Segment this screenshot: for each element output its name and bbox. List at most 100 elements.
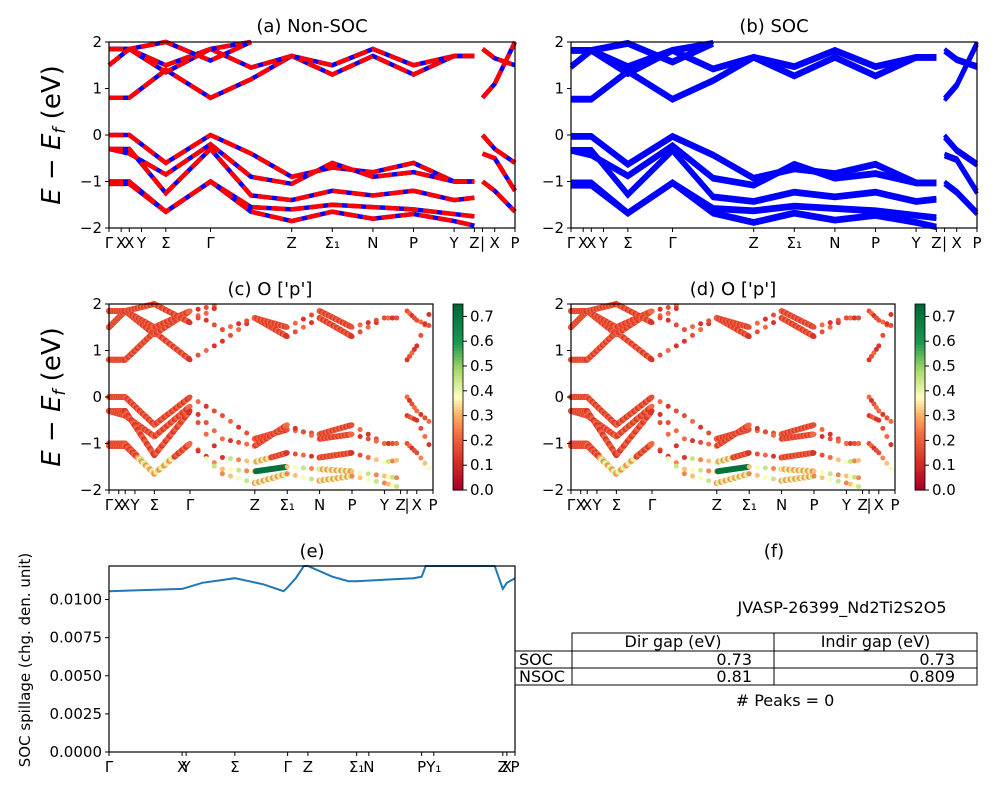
ytick-label: −2	[80, 219, 102, 237]
projected-point	[873, 404, 879, 410]
projected-point	[819, 452, 825, 458]
projected-point	[657, 411, 663, 417]
band-line	[570, 141, 937, 186]
projected-point	[852, 315, 857, 321]
projected-point	[385, 459, 391, 465]
projected-point	[390, 458, 395, 464]
colorbar-segment	[915, 387, 925, 392]
colorbar-segment	[915, 431, 925, 435]
xtick-label: Y	[129, 496, 140, 514]
colorbar-tick-label: 0.6	[470, 332, 494, 350]
band-line-split	[571, 135, 937, 187]
projected-point	[665, 420, 671, 426]
projected-point	[811, 473, 817, 479]
projected-point	[219, 413, 225, 419]
ytick-label: 0.0025	[50, 705, 103, 723]
projected-point	[698, 424, 704, 430]
table-row-label: SOC	[519, 650, 553, 669]
colorbar-segment	[915, 353, 925, 358]
projected-point	[665, 310, 671, 316]
projected-point	[852, 441, 857, 446]
gap-table: Dir gap (eV) Indir gap (eV) SOC 0.73 0.73 NSO…	[514, 632, 978, 686]
projected-point	[880, 319, 886, 325]
panel-a-yticks: −2 −1 0 1 2	[80, 33, 109, 237]
band-ylabel-top: E − Ef (eV)	[37, 65, 70, 205]
projected-point	[236, 321, 242, 327]
ytick-label: −2	[542, 219, 564, 237]
projected-point	[847, 441, 853, 446]
xtick-label: N	[776, 496, 787, 514]
xtick-label: P	[417, 758, 426, 776]
ytick-label: −1	[542, 173, 564, 191]
xtick-label: |	[405, 496, 410, 514]
projected-point	[292, 320, 298, 326]
colorbar-segment	[915, 474, 925, 479]
table-cell: 0.809	[909, 667, 955, 686]
xtick-label: Y	[379, 496, 390, 514]
projected-point	[835, 478, 841, 484]
colorbar-segment	[453, 390, 463, 395]
projected-point	[195, 420, 201, 426]
xtick-label: Z	[857, 496, 867, 514]
xtick-label: Y	[911, 234, 922, 252]
projected-point	[869, 353, 875, 359]
projected-point	[665, 456, 671, 462]
projected-point	[422, 434, 428, 440]
colorbar-tick-label: 0.7	[470, 307, 494, 325]
xtick-label: Σ₁	[279, 496, 295, 514]
colorbar-tick-label: 0.7	[932, 307, 956, 325]
projected-point	[819, 475, 825, 481]
projected-point	[762, 429, 768, 435]
xtick-label: Σ₁	[787, 234, 803, 252]
projected-point	[649, 441, 655, 446]
colorbar-segment	[453, 341, 463, 345]
projected-point	[414, 450, 420, 456]
projected-point	[852, 482, 857, 488]
band-line-red	[481, 47, 516, 68]
colorbar-segment	[915, 304, 925, 308]
projected-point	[819, 329, 825, 335]
xtick-label: X	[952, 234, 962, 252]
ytick-label: −1	[80, 173, 102, 191]
projected-point	[876, 317, 882, 323]
colorbar-segment	[453, 437, 463, 441]
colorbar-segment	[453, 375, 463, 379]
band-line-split	[571, 49, 937, 78]
projected-point	[203, 456, 209, 462]
colorbar-segment	[915, 359, 925, 364]
projected-point	[754, 425, 760, 431]
projected-point	[888, 311, 894, 317]
projected-point	[856, 475, 862, 481]
projected-point	[292, 464, 298, 470]
projected-point	[211, 408, 217, 414]
projected-point	[852, 458, 857, 464]
projected-point	[819, 470, 825, 476]
projected-point	[690, 467, 695, 473]
projected-point	[187, 408, 193, 414]
colorbar-segment	[453, 381, 463, 386]
projected-point	[871, 350, 877, 356]
projected-point	[357, 329, 363, 335]
projected-point	[665, 403, 671, 409]
projected-point	[418, 332, 424, 338]
xtick-label: X	[874, 496, 884, 514]
band-line	[943, 47, 978, 68]
projected-point	[811, 431, 817, 437]
projected-point	[236, 439, 242, 445]
projected-point	[888, 323, 894, 329]
projected-point	[827, 431, 833, 437]
colorbar-segment	[915, 465, 925, 469]
projected-point	[706, 458, 712, 464]
ytick-label: 0	[554, 388, 564, 406]
projected-point	[681, 436, 687, 442]
colorbar-segment	[915, 316, 925, 321]
panel-d-colorbar: 0.0 0.1 0.2 0.3 0.4 0.5 0.6 0.7	[914, 303, 956, 499]
colorbar-segment	[453, 353, 463, 358]
projected-point	[657, 399, 663, 405]
projected-point	[690, 332, 695, 338]
colorbar-tick-label: 0.1	[470, 456, 494, 474]
colorbar-segment	[453, 483, 463, 488]
projected-point	[876, 408, 882, 414]
projected-point	[847, 315, 853, 321]
band-line-red	[109, 39, 252, 68]
